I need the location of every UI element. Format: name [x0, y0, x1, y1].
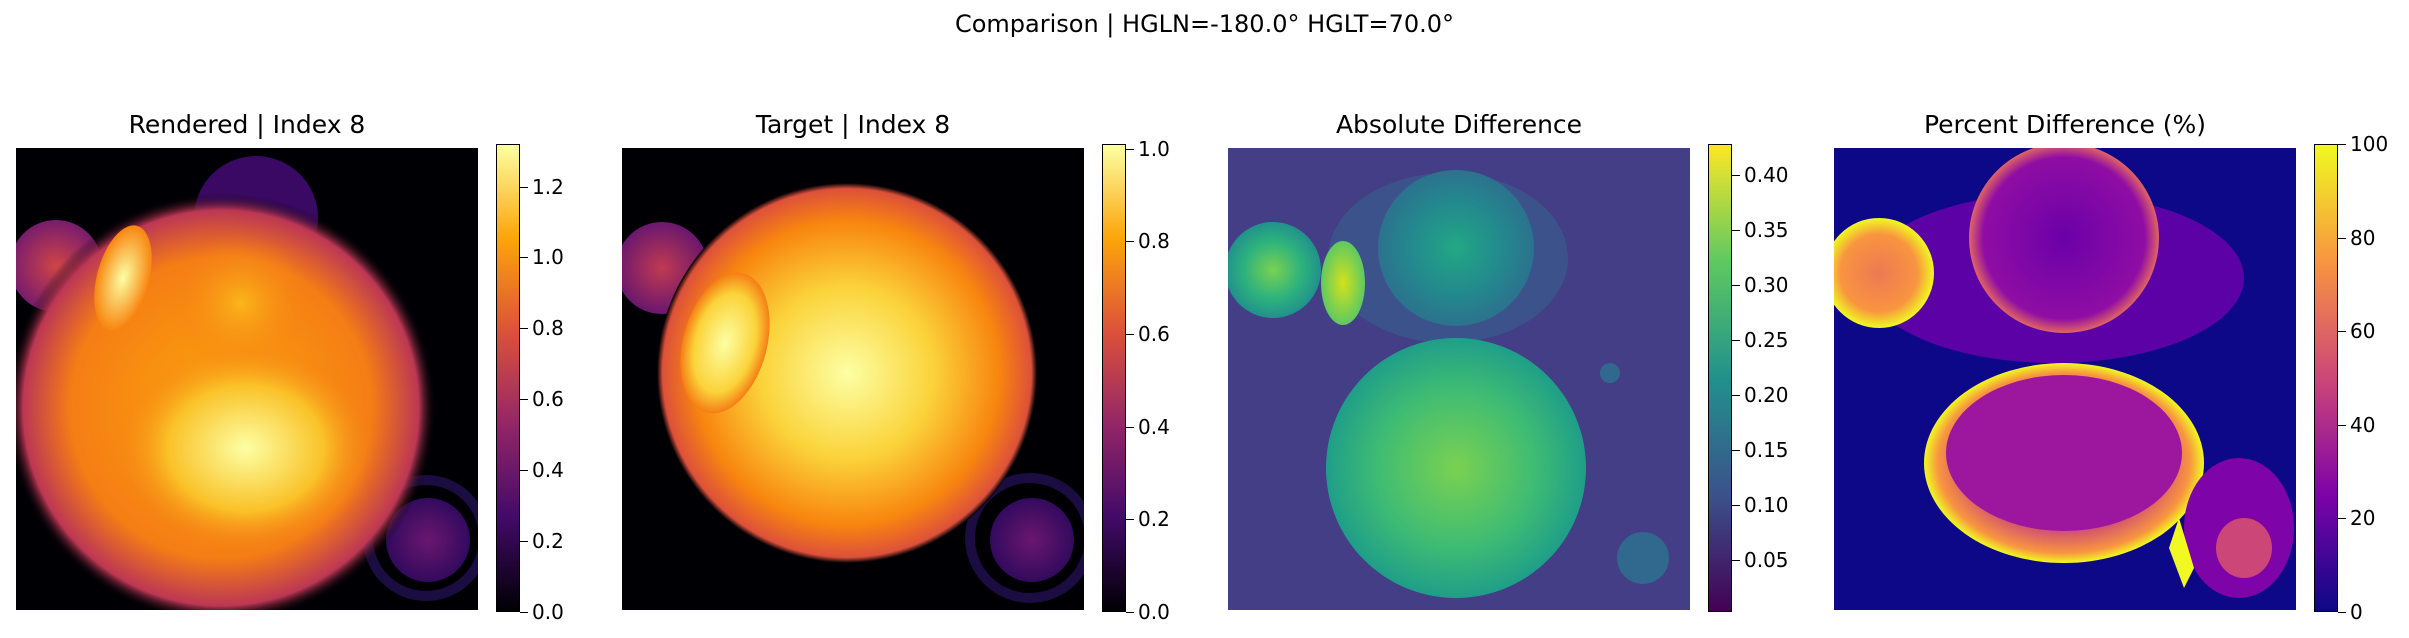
colorbar-tick	[1126, 241, 1134, 243]
colorbar-tick	[1732, 340, 1740, 341]
colorbar-tick-label: 1.2	[532, 174, 564, 199]
figure-suptitle: Comparison | HGLN=-180.0° HGLT=70.0°	[954, 10, 1455, 38]
colorbar-tick-label: 0.10	[1744, 493, 1789, 518]
heatmap-target-svg	[622, 148, 1084, 610]
colorbar-tick	[1732, 395, 1740, 397]
colorbar-tick	[1126, 612, 1134, 613]
colorbar-tick	[520, 186, 528, 188]
heatmap-rendered	[16, 148, 478, 610]
colorbar-tick-label: 0.8	[532, 316, 564, 341]
heatmap-absolute-difference-svg	[1228, 148, 1690, 610]
colorbar-tick-label: 0.6	[1138, 321, 1170, 346]
colorbar-tick	[1732, 450, 1740, 452]
colorbar-tick-label: 0.2	[532, 529, 564, 554]
colorbar-tick-label: 0.30	[1744, 272, 1789, 297]
colorbar-tick-label: 40	[2350, 412, 2376, 437]
colorbar-tick	[2338, 144, 2346, 145]
colorbar-tick	[2338, 518, 2346, 520]
colorbar-tick	[520, 470, 528, 472]
colorbar-tick-label: 60	[2350, 319, 2376, 344]
colorbar-tick-label: 0.25	[1744, 328, 1789, 352]
panel-title-target: Target | Index 8	[755, 110, 951, 139]
colorbar-tick	[520, 541, 528, 543]
colorbar-tick	[1732, 560, 1740, 562]
colorbar-tick-label: 0.8	[1138, 229, 1170, 254]
colorbar-tick-label: 1.0	[1138, 136, 1170, 161]
colorbar-tick	[1732, 505, 1740, 507]
colorbar-tick-label: 0.05	[1744, 548, 1789, 573]
colorbar-absolute-difference	[1708, 144, 1732, 612]
panel-title-rendered: Rendered | Index 8	[128, 110, 366, 139]
colorbar-tick	[1732, 174, 1740, 176]
colorbar-tick-label: 0.6	[532, 387, 564, 412]
colorbar-percent-difference	[2314, 144, 2338, 612]
heatmap-target	[622, 148, 1084, 610]
colorbar-tick	[2338, 331, 2346, 333]
heatmap-rendered-svg	[16, 148, 478, 610]
colorbar-tick-label: 100	[2350, 132, 2389, 156]
colorbar-tick	[2338, 237, 2346, 239]
colorbar-tick-label: 0.0	[1138, 600, 1170, 624]
colorbar-tick	[1126, 148, 1134, 150]
colorbar-tick	[1732, 229, 1740, 231]
colorbar-tick-label: 0.4	[532, 458, 564, 483]
colorbar-tick	[1126, 333, 1134, 335]
colorbar-tick-label: 0.2	[1138, 507, 1170, 532]
colorbar-tick	[1126, 426, 1134, 428]
colorbar-target	[1102, 144, 1126, 612]
colorbar-tick-label: 0.20	[1744, 383, 1789, 408]
colorbar-tick	[520, 328, 528, 330]
colorbar-tick-label: 0	[2350, 600, 2363, 624]
colorbar-tick	[520, 399, 528, 401]
heatmap-absolute-difference	[1228, 148, 1690, 610]
colorbar-rendered	[496, 144, 520, 612]
colorbar-tick-label: 0.35	[1744, 217, 1789, 242]
colorbar-tick-label: 0.40	[1744, 162, 1789, 187]
panel-title-percent-difference: Percent Difference (%)	[1923, 110, 2207, 139]
colorbar-tick	[520, 257, 528, 259]
colorbar-tick	[2338, 612, 2346, 613]
colorbar-tick	[2338, 424, 2346, 426]
heatmap-percent-difference	[1834, 148, 2296, 610]
colorbar-tick-label: 0.4	[1138, 414, 1170, 439]
colorbar-tick	[1126, 519, 1134, 521]
colorbar-tick-label: 1.0	[532, 245, 564, 270]
colorbar-tick-label: 80	[2350, 225, 2376, 250]
panel-title-absolute-difference: Absolute Difference	[1335, 110, 1583, 139]
colorbar-tick	[1732, 284, 1740, 286]
heatmap-percent-difference-svg	[1834, 148, 2296, 610]
colorbar-tick	[520, 612, 528, 613]
colorbar-tick-label: 0.0	[532, 600, 564, 624]
colorbar-tick-label: 20	[2350, 506, 2376, 531]
colorbar-tick-label: 0.15	[1744, 438, 1789, 463]
